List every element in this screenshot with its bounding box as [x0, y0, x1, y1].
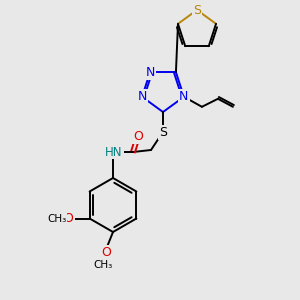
Text: N: N [137, 90, 147, 103]
Text: CH₃: CH₃ [93, 260, 112, 270]
Text: S: S [159, 125, 167, 139]
Text: HN: HN [105, 146, 123, 158]
Text: O: O [64, 212, 74, 225]
Text: N: N [179, 90, 189, 103]
Text: CH₃: CH₃ [47, 214, 66, 224]
Text: O: O [133, 130, 143, 142]
Text: S: S [193, 4, 201, 16]
Text: O: O [101, 245, 111, 259]
Text: N: N [146, 66, 155, 79]
